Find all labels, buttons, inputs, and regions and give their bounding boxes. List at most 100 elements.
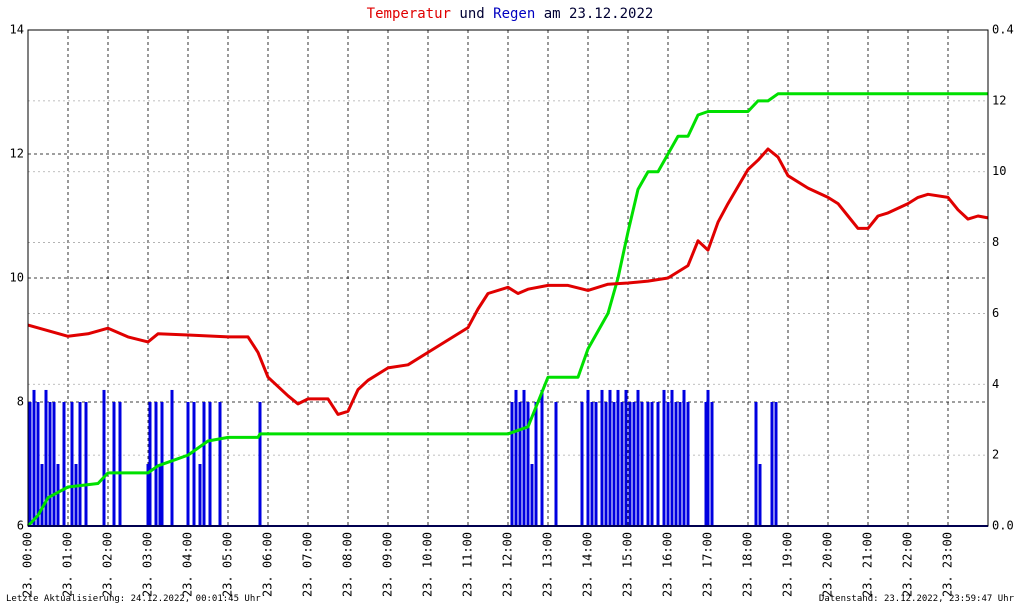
x-tick-label: 23. 23:00 bbox=[941, 532, 955, 597]
y-tick-label: 14 bbox=[10, 23, 24, 37]
x-tick-label: 23. 19:00 bbox=[781, 532, 795, 597]
bar bbox=[518, 402, 522, 526]
bar bbox=[218, 402, 222, 526]
x-tick-label: 23. 09:00 bbox=[381, 532, 395, 597]
bar bbox=[706, 389, 710, 526]
bar bbox=[640, 402, 644, 526]
bar bbox=[666, 402, 670, 526]
x-tick-label: 23. 18:00 bbox=[741, 532, 755, 597]
bar bbox=[650, 402, 654, 526]
bar bbox=[636, 389, 640, 526]
x-tick-label: 23. 20:00 bbox=[821, 532, 835, 597]
bar bbox=[646, 402, 650, 526]
bar bbox=[608, 389, 612, 526]
bar bbox=[36, 402, 40, 526]
bar bbox=[656, 402, 660, 526]
bar bbox=[186, 402, 190, 526]
chart-title: Temperatur und Regen am 23.12.2022 bbox=[367, 6, 654, 22]
x-tick-label: 23. 04:00 bbox=[181, 532, 195, 597]
bar bbox=[620, 402, 624, 526]
bar bbox=[118, 402, 122, 526]
bar bbox=[170, 389, 174, 526]
bar bbox=[154, 402, 158, 526]
bar bbox=[628, 402, 632, 526]
y-tick-label: 10 bbox=[10, 271, 24, 285]
y2-tick-label: 12 bbox=[992, 93, 1006, 107]
title-part: am 23.12.2022 bbox=[544, 6, 654, 22]
x-tick-label: 23. 08:00 bbox=[341, 532, 355, 597]
x-tick-label: 23. 21:00 bbox=[861, 532, 875, 597]
bar bbox=[624, 389, 628, 526]
x-tick-label: 23. 00:00 bbox=[21, 532, 35, 597]
line bbox=[27, 147, 989, 416]
title-part: und bbox=[459, 6, 484, 22]
y-tick-label: 12 bbox=[10, 147, 24, 161]
x-tick-label: 23. 14:00 bbox=[581, 532, 595, 597]
y2-tick-label: 4 bbox=[992, 377, 999, 391]
bar bbox=[510, 402, 514, 526]
y-tick-label: 6 bbox=[17, 519, 24, 533]
bar bbox=[678, 402, 682, 526]
bar bbox=[44, 389, 48, 526]
y2-tick-label: 0.4 bbox=[992, 23, 1014, 37]
x-tick-label: 23. 16:00 bbox=[661, 532, 675, 597]
bar bbox=[74, 464, 78, 526]
bar bbox=[616, 389, 620, 526]
x-tick-label: 23. 05:00 bbox=[221, 532, 235, 597]
y2-tick-label: 6 bbox=[992, 306, 999, 320]
bar bbox=[604, 402, 608, 526]
y-tick-label: 8 bbox=[17, 395, 24, 409]
y2-tick-label: 0.0 bbox=[992, 519, 1014, 533]
bar bbox=[534, 402, 538, 526]
bar bbox=[540, 389, 544, 526]
bar bbox=[600, 389, 604, 526]
bar bbox=[52, 402, 56, 526]
bar bbox=[112, 402, 116, 526]
x-tick-label: 23. 15:00 bbox=[621, 532, 635, 597]
bar bbox=[146, 464, 150, 526]
bar bbox=[32, 389, 36, 526]
bar bbox=[530, 464, 534, 526]
x-tick-label: 23. 12:00 bbox=[501, 532, 515, 597]
bar bbox=[198, 464, 202, 526]
footer-left: Letzte Aktualisierung: 24.12.2022, 00:01… bbox=[6, 594, 261, 604]
x-tick-label: 23. 02:00 bbox=[101, 532, 115, 597]
bar bbox=[632, 402, 636, 526]
bar bbox=[686, 402, 690, 526]
line bbox=[26, 92, 988, 528]
bar bbox=[70, 402, 74, 526]
title-part: Regen bbox=[493, 6, 535, 22]
footer-right: Datenstand: 23.12.2022, 23:59:47 Uhr bbox=[819, 594, 1015, 604]
bar bbox=[682, 389, 686, 526]
x-tick-label: 23. 03:00 bbox=[141, 532, 155, 597]
bar bbox=[48, 402, 52, 526]
bar bbox=[158, 464, 162, 526]
bar bbox=[28, 402, 32, 526]
bar bbox=[710, 402, 714, 526]
bar bbox=[580, 402, 584, 526]
bar bbox=[202, 402, 206, 526]
bar bbox=[258, 402, 262, 526]
plot-frame bbox=[27, 29, 989, 527]
bar bbox=[758, 464, 762, 526]
bar bbox=[526, 402, 530, 526]
bar bbox=[674, 402, 678, 526]
bar bbox=[102, 389, 106, 526]
x-tick-label: 23. 22:00 bbox=[901, 532, 915, 597]
x-tick-label: 23. 11:00 bbox=[461, 532, 475, 597]
y2-tick-label: 10 bbox=[992, 164, 1006, 178]
bar bbox=[192, 402, 196, 526]
x-tick-label: 23. 01:00 bbox=[61, 532, 75, 597]
bar bbox=[40, 464, 44, 526]
bar bbox=[208, 402, 212, 526]
bar bbox=[148, 402, 152, 526]
bar bbox=[612, 402, 616, 526]
x-tick-label: 23. 06:00 bbox=[261, 532, 275, 597]
bar bbox=[774, 402, 778, 526]
bar bbox=[78, 402, 82, 526]
title-part: Temperatur bbox=[367, 6, 451, 22]
bar bbox=[662, 389, 666, 526]
bar bbox=[586, 389, 590, 526]
bar bbox=[670, 389, 674, 526]
